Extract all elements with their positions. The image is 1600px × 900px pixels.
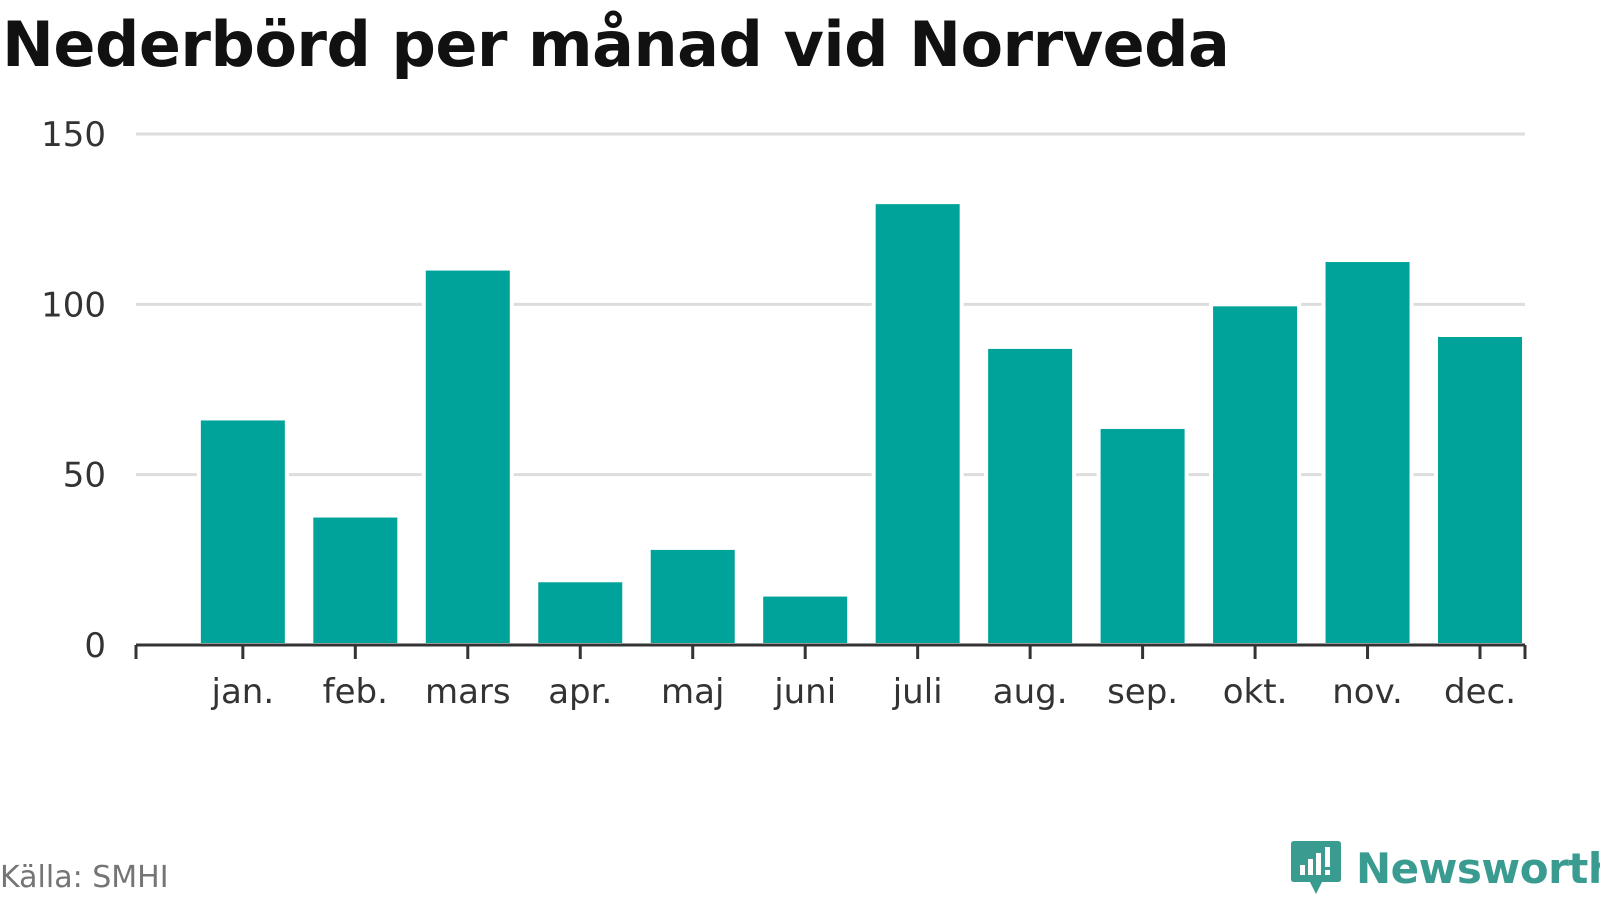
x-axis (134, 643, 1527, 659)
bar-2 (421, 266, 514, 647)
bar-1 (309, 513, 402, 648)
x-tick-label: sep. (1107, 672, 1178, 712)
bar-8 (1096, 424, 1189, 647)
y-axis-ticks: 0 50 100 150 (41, 115, 106, 666)
bar-6 (871, 200, 964, 647)
x-tick-label: nov. (1332, 672, 1403, 712)
x-tick-label: maj (661, 672, 724, 712)
x-tick-label: juni (773, 672, 836, 712)
x-tick-label: apr. (548, 672, 612, 712)
y-tick-label: 100 (41, 285, 106, 325)
bars (196, 200, 1527, 648)
newsworthy-logo-icon (1291, 841, 1341, 894)
bar-11 (1434, 332, 1527, 647)
x-tick-label: feb. (323, 672, 388, 712)
bar-9 (1209, 302, 1302, 647)
bar-5 (759, 592, 852, 648)
y-tick-label: 50 (63, 456, 106, 496)
x-tick-label: mars (425, 672, 511, 712)
chart-title: Nederbörd per månad vid Norrveda (2, 8, 1230, 81)
x-tick-label: okt. (1223, 672, 1288, 712)
x-axis-ticks: jan. feb. mars apr. maj juni juli aug. sep. okt. n… (211, 672, 1516, 712)
x-tick-label: dec. (1444, 672, 1516, 712)
brand-name: Newsworthy (1356, 843, 1600, 893)
bar-3 (534, 578, 627, 647)
grid-lines (136, 132, 1525, 477)
bar-4 (646, 545, 739, 647)
y-tick-label: 0 (84, 626, 106, 666)
brand-logo: Newsworthy (1290, 838, 1600, 898)
bar-0 (196, 416, 289, 647)
x-tick-label: juli (892, 672, 943, 712)
x-tick-label: aug. (993, 672, 1068, 712)
source-note: Källa: SMHI (0, 860, 169, 895)
x-tick-label: jan. (211, 672, 275, 712)
y-tick-label: 150 (41, 115, 106, 155)
bar-10 (1321, 258, 1414, 647)
bar-7 (984, 344, 1077, 647)
